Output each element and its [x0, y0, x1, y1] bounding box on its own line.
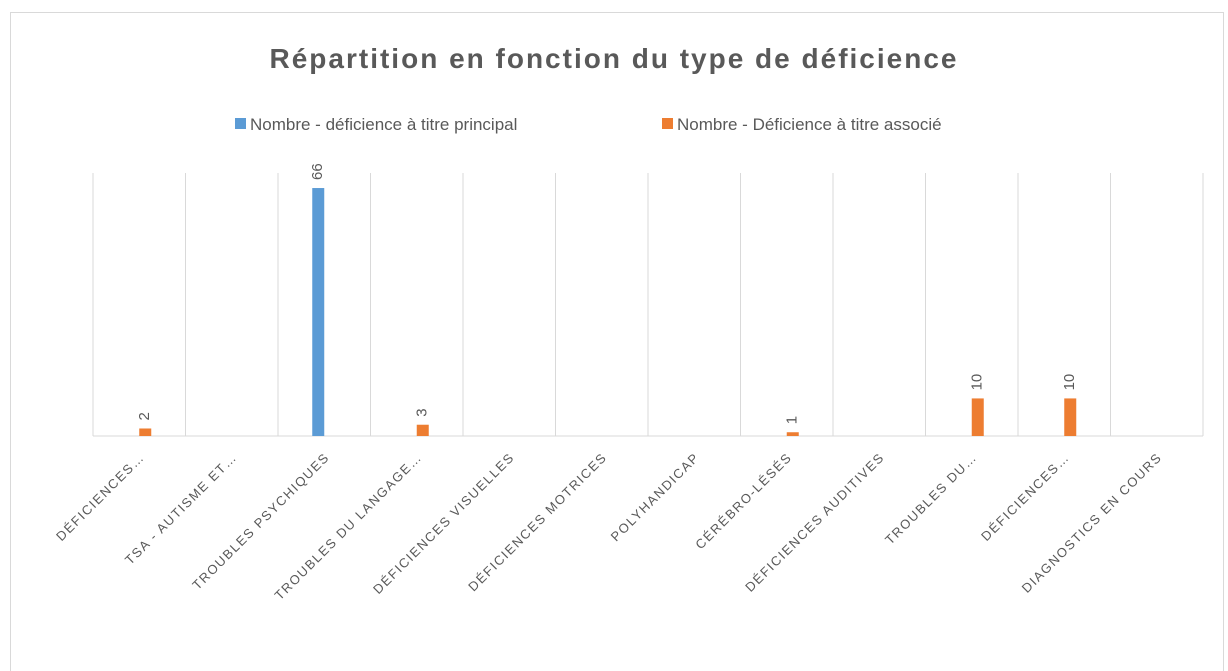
bar [971, 398, 984, 436]
legend-label: Nombre - Déficience à titre associé [677, 115, 942, 134]
bar [786, 432, 799, 436]
data-label: 10 [969, 374, 986, 391]
bar [312, 188, 325, 436]
bar [1064, 398, 1077, 436]
chart-frame [10, 12, 1224, 671]
data-label: 2 [136, 412, 153, 420]
data-label: 1 [784, 416, 801, 424]
legend-label: Nombre - déficience à titre principal [250, 115, 517, 134]
data-label: 10 [1061, 374, 1078, 391]
bar [416, 424, 429, 436]
chart-title: Répartition en fonction du type de défic… [270, 43, 959, 74]
legend-swatch [235, 118, 246, 129]
data-label: 66 [309, 163, 326, 180]
legend-swatch [662, 118, 673, 129]
bar [139, 428, 152, 436]
data-label: 3 [414, 408, 431, 416]
